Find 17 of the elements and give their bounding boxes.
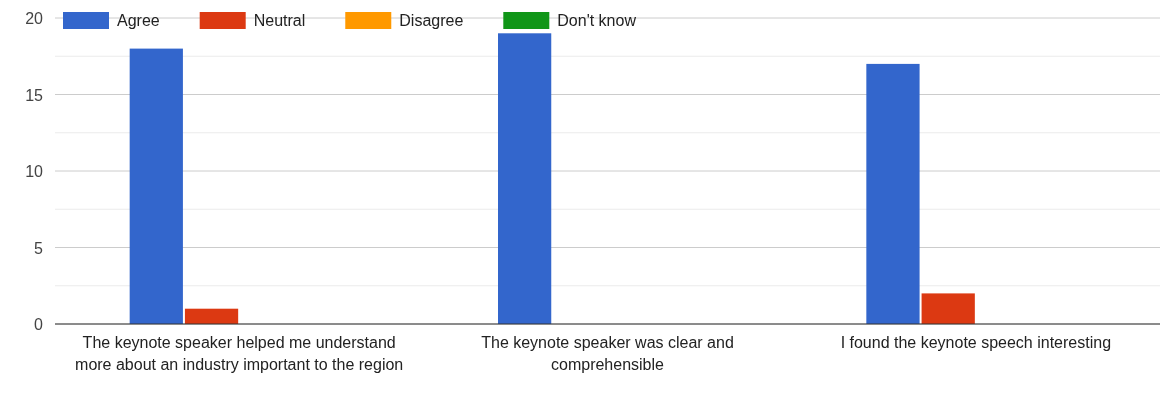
bar [184, 308, 239, 324]
legend-label: Disagree [399, 12, 464, 29]
y-tick-label: 20 [25, 10, 44, 27]
bar [498, 33, 552, 324]
y-tick-label: 10 [25, 163, 44, 180]
y-tick-label: 15 [25, 86, 44, 104]
bar [921, 293, 975, 324]
bar [866, 63, 920, 324]
legend-label: Neutral [253, 12, 306, 29]
legend-label: Agree [117, 12, 160, 29]
x-tick-label: The keynote speaker was clear and comprehensible [481, 334, 734, 373]
legend-label: Don't know [557, 12, 637, 29]
x-tick-label: The keynote speaker helped me understand more about an industry important to the region [75, 334, 404, 373]
bar [129, 48, 183, 324]
x-tick-label: I found the keynote speech interesting [840, 334, 1112, 351]
y-tick-label: 5 [34, 239, 44, 257]
y-tick-label: 0 [34, 316, 44, 333]
